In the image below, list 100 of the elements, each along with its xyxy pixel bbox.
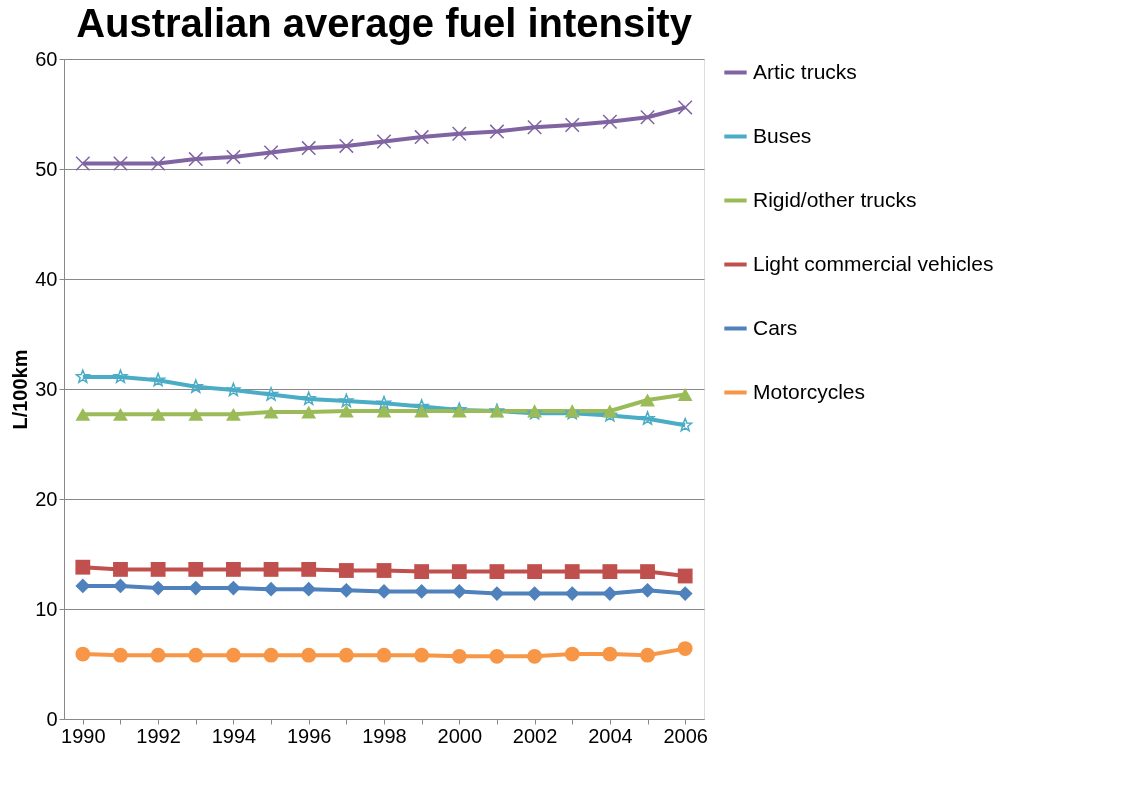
x-tick-label: 1990 <box>61 724 106 747</box>
x-tick-label: 2006 <box>663 724 708 747</box>
x-tick-label: 2000 <box>437 724 483 747</box>
point <box>414 647 430 663</box>
point <box>527 119 543 135</box>
point <box>602 564 618 580</box>
point <box>677 641 693 656</box>
legend-label: Artic trucks <box>753 59 857 83</box>
point <box>376 583 392 599</box>
point <box>75 369 90 384</box>
point <box>489 586 505 602</box>
point <box>376 395 392 410</box>
point <box>75 156 91 171</box>
point <box>489 648 505 664</box>
point <box>226 407 241 421</box>
x-tick-label: 2004 <box>588 724 633 747</box>
point <box>188 151 204 167</box>
point <box>640 647 655 663</box>
point <box>225 149 241 165</box>
point <box>338 404 354 418</box>
point <box>640 411 655 425</box>
point <box>602 114 618 130</box>
point <box>150 561 166 577</box>
point <box>640 109 655 125</box>
point <box>376 134 392 149</box>
point <box>677 388 693 401</box>
point <box>564 564 580 580</box>
point <box>414 129 430 145</box>
point <box>263 581 279 597</box>
y-tick-label: 30 <box>35 377 58 400</box>
point <box>489 564 505 580</box>
point <box>301 140 317 156</box>
point <box>75 407 91 421</box>
point <box>301 405 317 419</box>
point <box>376 563 392 578</box>
point <box>113 407 128 421</box>
point <box>338 582 354 598</box>
legend-label: Buses <box>753 123 812 147</box>
point <box>75 646 91 662</box>
chart-title: Australian average fuel intensity <box>76 1 693 45</box>
point <box>489 124 505 140</box>
point <box>451 648 467 664</box>
point <box>376 647 392 663</box>
x-tick-label: 1992 <box>136 724 181 747</box>
x-tick-label: 2002 <box>512 724 558 747</box>
point <box>338 563 354 578</box>
point <box>113 647 128 663</box>
point <box>263 405 279 419</box>
legend-label: Cars <box>753 315 798 339</box>
point <box>150 580 166 596</box>
point <box>527 648 542 664</box>
point <box>451 583 467 599</box>
point <box>640 393 655 407</box>
point <box>226 561 241 577</box>
point <box>150 647 166 663</box>
point <box>414 564 430 580</box>
point <box>188 379 203 393</box>
y-tick-label: 50 <box>35 157 58 180</box>
point <box>188 561 204 577</box>
point <box>113 369 128 384</box>
legend-label: Motorcycles <box>753 379 866 403</box>
point <box>263 387 279 401</box>
point <box>301 391 316 406</box>
point <box>338 647 354 663</box>
y-tick-label: 40 <box>35 267 58 290</box>
point <box>414 399 429 413</box>
point <box>564 646 580 662</box>
point <box>263 145 279 160</box>
point <box>226 580 241 596</box>
y-tick-label: 10 <box>35 597 58 620</box>
point <box>338 138 354 154</box>
y-tick-label: 20 <box>35 487 58 510</box>
point <box>527 586 542 602</box>
point <box>113 578 128 594</box>
point <box>527 564 542 580</box>
point <box>301 647 317 663</box>
point <box>263 647 279 663</box>
point <box>113 561 128 577</box>
legend-label: Light commercial vehicles <box>753 251 994 275</box>
point <box>75 578 91 594</box>
point <box>226 382 241 397</box>
y-tick-label: 60 <box>35 47 58 70</box>
point <box>677 586 693 602</box>
point <box>226 647 241 663</box>
point <box>677 568 693 584</box>
point <box>150 407 166 421</box>
point <box>602 646 618 662</box>
point <box>263 561 279 577</box>
y-tick-label: 0 <box>46 707 58 730</box>
point <box>188 407 204 421</box>
point <box>451 564 467 580</box>
x-tick-label: 1996 <box>286 724 332 747</box>
point <box>188 647 204 663</box>
x-tick-label: 1998 <box>362 724 407 747</box>
point <box>678 417 693 432</box>
point <box>339 393 354 408</box>
point <box>301 581 317 597</box>
point <box>414 404 430 418</box>
point <box>640 564 655 580</box>
point <box>75 559 91 575</box>
